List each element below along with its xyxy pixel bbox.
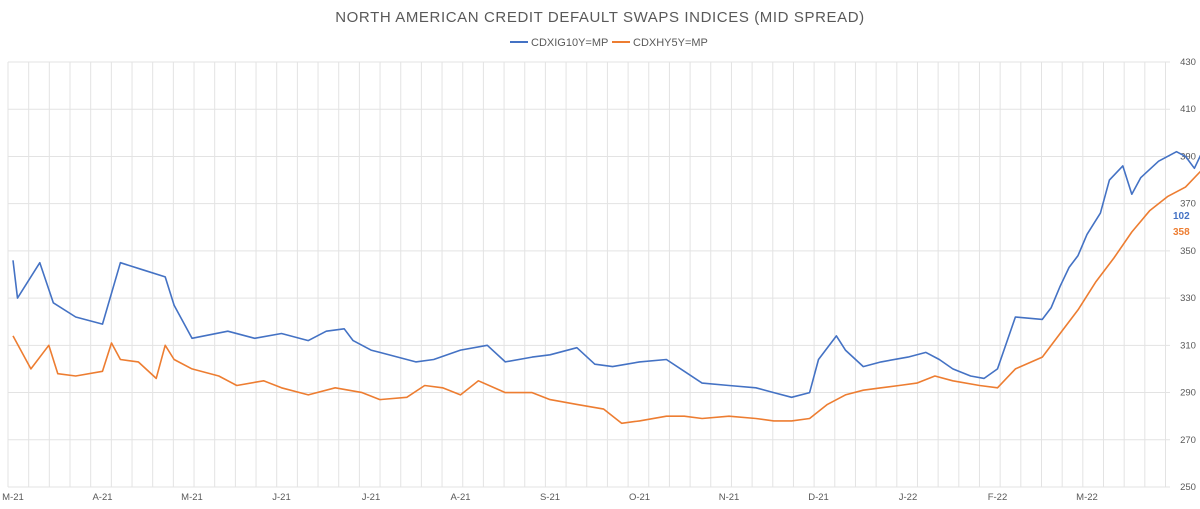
y-tick-label: 270 (1180, 435, 1196, 446)
y-tick-label: 330 (1180, 293, 1196, 304)
end-label: 102 (1173, 211, 1190, 222)
x-tick-label: S-21 (540, 492, 560, 503)
series-line-CDXIG10Y=MP (12, 150, 1200, 399)
y-tick-label: 410 (1180, 104, 1196, 115)
x-axis: M-21 A-21 M-21 J-21 J-21 A-21 S-21 O-21 N-21 D-21… (2, 492, 1098, 503)
x-tick-label: M-21 (181, 492, 203, 503)
legend: CDXIG10Y=MP CDXHY5Y=MP (510, 37, 708, 49)
x-tick-label: A-21 (450, 492, 470, 503)
x-tick-label: N-21 (719, 492, 740, 503)
y-tick-label: 430 (1180, 57, 1196, 68)
x-tick-label: M-22 (1076, 492, 1098, 503)
x-tick-label: A-21 (92, 492, 112, 503)
y-tick-label: 370 (1180, 199, 1196, 210)
y-tick-label: 310 (1180, 340, 1196, 351)
series-line-CDXHY5Y=MP (12, 170, 1200, 425)
chart-title: NORTH AMERICAN CREDIT DEFAULT SWAPS INDI… (335, 9, 865, 26)
end-label: 358 (1173, 227, 1190, 238)
x-tick-label: O-21 (629, 492, 650, 503)
x-tick-label: J-22 (899, 492, 917, 503)
legend-label: CDXHY5Y=MP (633, 37, 708, 49)
x-tick-label: F-22 (988, 492, 1008, 503)
y-tick-label: 290 (1180, 388, 1196, 399)
y-tick-label: 250 (1180, 482, 1196, 493)
x-tick-label: J-21 (272, 492, 290, 503)
x-tick-label: D-21 (808, 492, 829, 503)
gridlines (7, 61, 1170, 488)
x-tick-label: J-21 (362, 492, 380, 503)
series-lines (12, 150, 1200, 425)
legend-label: CDXIG10Y=MP (531, 37, 608, 49)
x-tick-label: M-21 (2, 492, 24, 503)
y-tick-label: 390 (1180, 151, 1196, 162)
y-axis: 250 270 290 310 330 350 370 390 410 430 (1180, 57, 1196, 493)
y-tick-label: 350 (1180, 246, 1196, 257)
